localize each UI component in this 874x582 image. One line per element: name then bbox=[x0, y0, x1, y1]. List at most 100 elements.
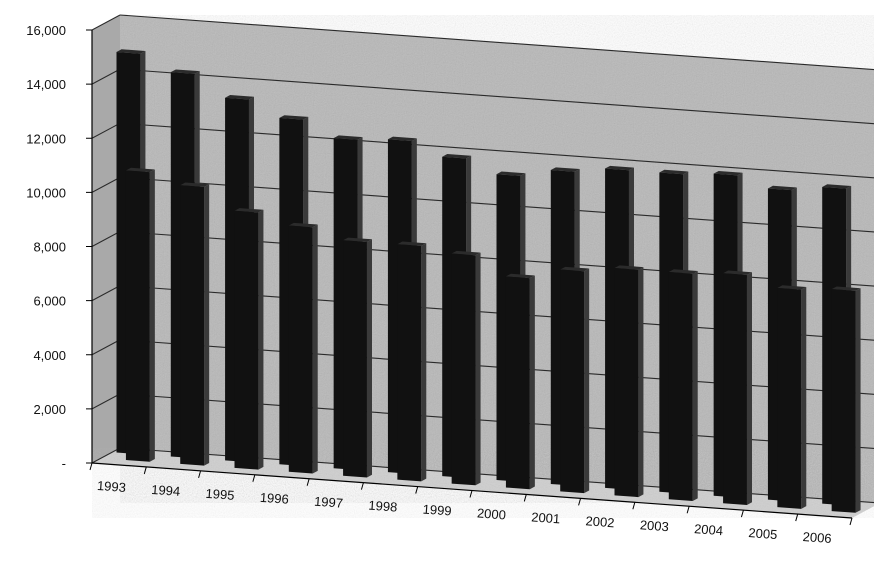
x-tick bbox=[849, 517, 853, 526]
x-tick-label: 2004 bbox=[694, 521, 724, 538]
side-gridline bbox=[91, 393, 121, 410]
bar-front bbox=[831, 289, 856, 513]
bar-top bbox=[550, 167, 580, 172]
x-tick bbox=[143, 466, 147, 475]
x-tick bbox=[686, 506, 690, 514]
bar-side bbox=[855, 288, 861, 513]
bar-front bbox=[505, 276, 530, 490]
bar-front bbox=[288, 225, 313, 474]
bar-top bbox=[668, 269, 698, 274]
side-gridline bbox=[91, 447, 121, 464]
floor-texture bbox=[92, 448, 874, 518]
bar-top bbox=[397, 241, 427, 246]
x-tick-label: 1993 bbox=[97, 478, 127, 495]
bar-top bbox=[442, 154, 472, 159]
y-tick-label: - bbox=[62, 456, 66, 471]
gridline bbox=[119, 14, 874, 71]
side-gridline bbox=[91, 122, 121, 139]
x-tick-label: 2001 bbox=[531, 509, 561, 526]
bar-side bbox=[258, 209, 264, 470]
bar-top bbox=[116, 49, 146, 54]
axes bbox=[86, 29, 853, 526]
x-tick-label: 2002 bbox=[585, 513, 615, 530]
x-tick-label: 2003 bbox=[639, 517, 669, 534]
bar-side bbox=[746, 272, 752, 505]
bar-front bbox=[723, 273, 747, 505]
x-tick bbox=[306, 478, 310, 486]
bar-top bbox=[723, 270, 752, 275]
bar-2006-s2 bbox=[831, 286, 861, 513]
y-tick-label: 4,000 bbox=[33, 348, 66, 363]
bar-top bbox=[333, 135, 363, 140]
x-tick bbox=[795, 513, 799, 522]
bar-top bbox=[279, 115, 309, 120]
bar-side bbox=[149, 169, 155, 462]
bar-top bbox=[659, 169, 689, 175]
bar-1999-s2 bbox=[451, 250, 481, 486]
bar-1993-s2 bbox=[125, 167, 155, 462]
y-tick-label: 6,000 bbox=[33, 294, 66, 309]
bar-top bbox=[343, 237, 372, 243]
side-gridline bbox=[91, 285, 121, 302]
bar-top bbox=[125, 167, 155, 173]
bar-top bbox=[560, 266, 590, 272]
back-wall bbox=[92, 15, 874, 518]
bar-front bbox=[125, 170, 150, 462]
bar-front bbox=[343, 240, 367, 478]
x-tick bbox=[415, 486, 419, 494]
x-tick-label: 2000 bbox=[477, 505, 507, 522]
y-tick-label: 8,000 bbox=[33, 240, 66, 255]
y-tick-label: 10,000 bbox=[26, 185, 66, 200]
side-gridline bbox=[91, 14, 121, 31]
y-tick-label: 14,000 bbox=[26, 77, 66, 92]
bar-top bbox=[225, 95, 254, 100]
x-tick-label: 2006 bbox=[802, 529, 832, 546]
x-tick bbox=[89, 462, 93, 471]
y-tick-label: 2,000 bbox=[33, 402, 66, 417]
bar-top bbox=[605, 165, 634, 171]
bar-top bbox=[777, 285, 807, 290]
bar-side bbox=[692, 270, 698, 502]
bar-top bbox=[180, 182, 210, 187]
x-tick bbox=[198, 470, 202, 478]
bar-top bbox=[505, 273, 535, 279]
x-tick bbox=[252, 474, 256, 482]
x-tick bbox=[578, 498, 582, 506]
bar-top bbox=[496, 171, 526, 176]
bar-front bbox=[668, 271, 693, 502]
bar-top bbox=[451, 250, 481, 256]
y-tick-label: 16,000 bbox=[26, 23, 66, 38]
y-tick-label: 12,000 bbox=[26, 131, 66, 146]
bar-2004-s2 bbox=[723, 270, 752, 505]
bar-2000-s2 bbox=[505, 273, 535, 490]
bar-side bbox=[475, 252, 481, 486]
bar-1995-s2 bbox=[234, 208, 264, 470]
bar-side bbox=[801, 286, 807, 509]
x-tick-label: 1994 bbox=[151, 482, 181, 499]
bar-side bbox=[366, 239, 372, 478]
bar-front bbox=[614, 268, 639, 498]
x-tick bbox=[632, 502, 636, 510]
x-tick bbox=[740, 510, 744, 518]
x-tick-label: 1995 bbox=[205, 486, 235, 503]
bar-2001-s2 bbox=[560, 266, 590, 494]
bar-top bbox=[822, 184, 852, 189]
bar-front bbox=[777, 287, 802, 509]
x-tick bbox=[469, 490, 473, 498]
side-gridline bbox=[91, 176, 121, 193]
bar-front bbox=[451, 253, 476, 486]
bar-top bbox=[288, 222, 318, 228]
x-tick-label: 2005 bbox=[748, 525, 778, 542]
bar-top bbox=[831, 286, 861, 291]
bar-top bbox=[387, 136, 417, 142]
bar-front bbox=[180, 185, 205, 466]
x-tick-label: 1996 bbox=[259, 490, 289, 507]
bar-front bbox=[234, 210, 259, 470]
side-gridline bbox=[91, 68, 121, 85]
bars bbox=[116, 49, 861, 513]
bar-top bbox=[767, 185, 797, 191]
side-gridline bbox=[91, 231, 121, 247]
bar-2005-s2 bbox=[777, 285, 807, 509]
